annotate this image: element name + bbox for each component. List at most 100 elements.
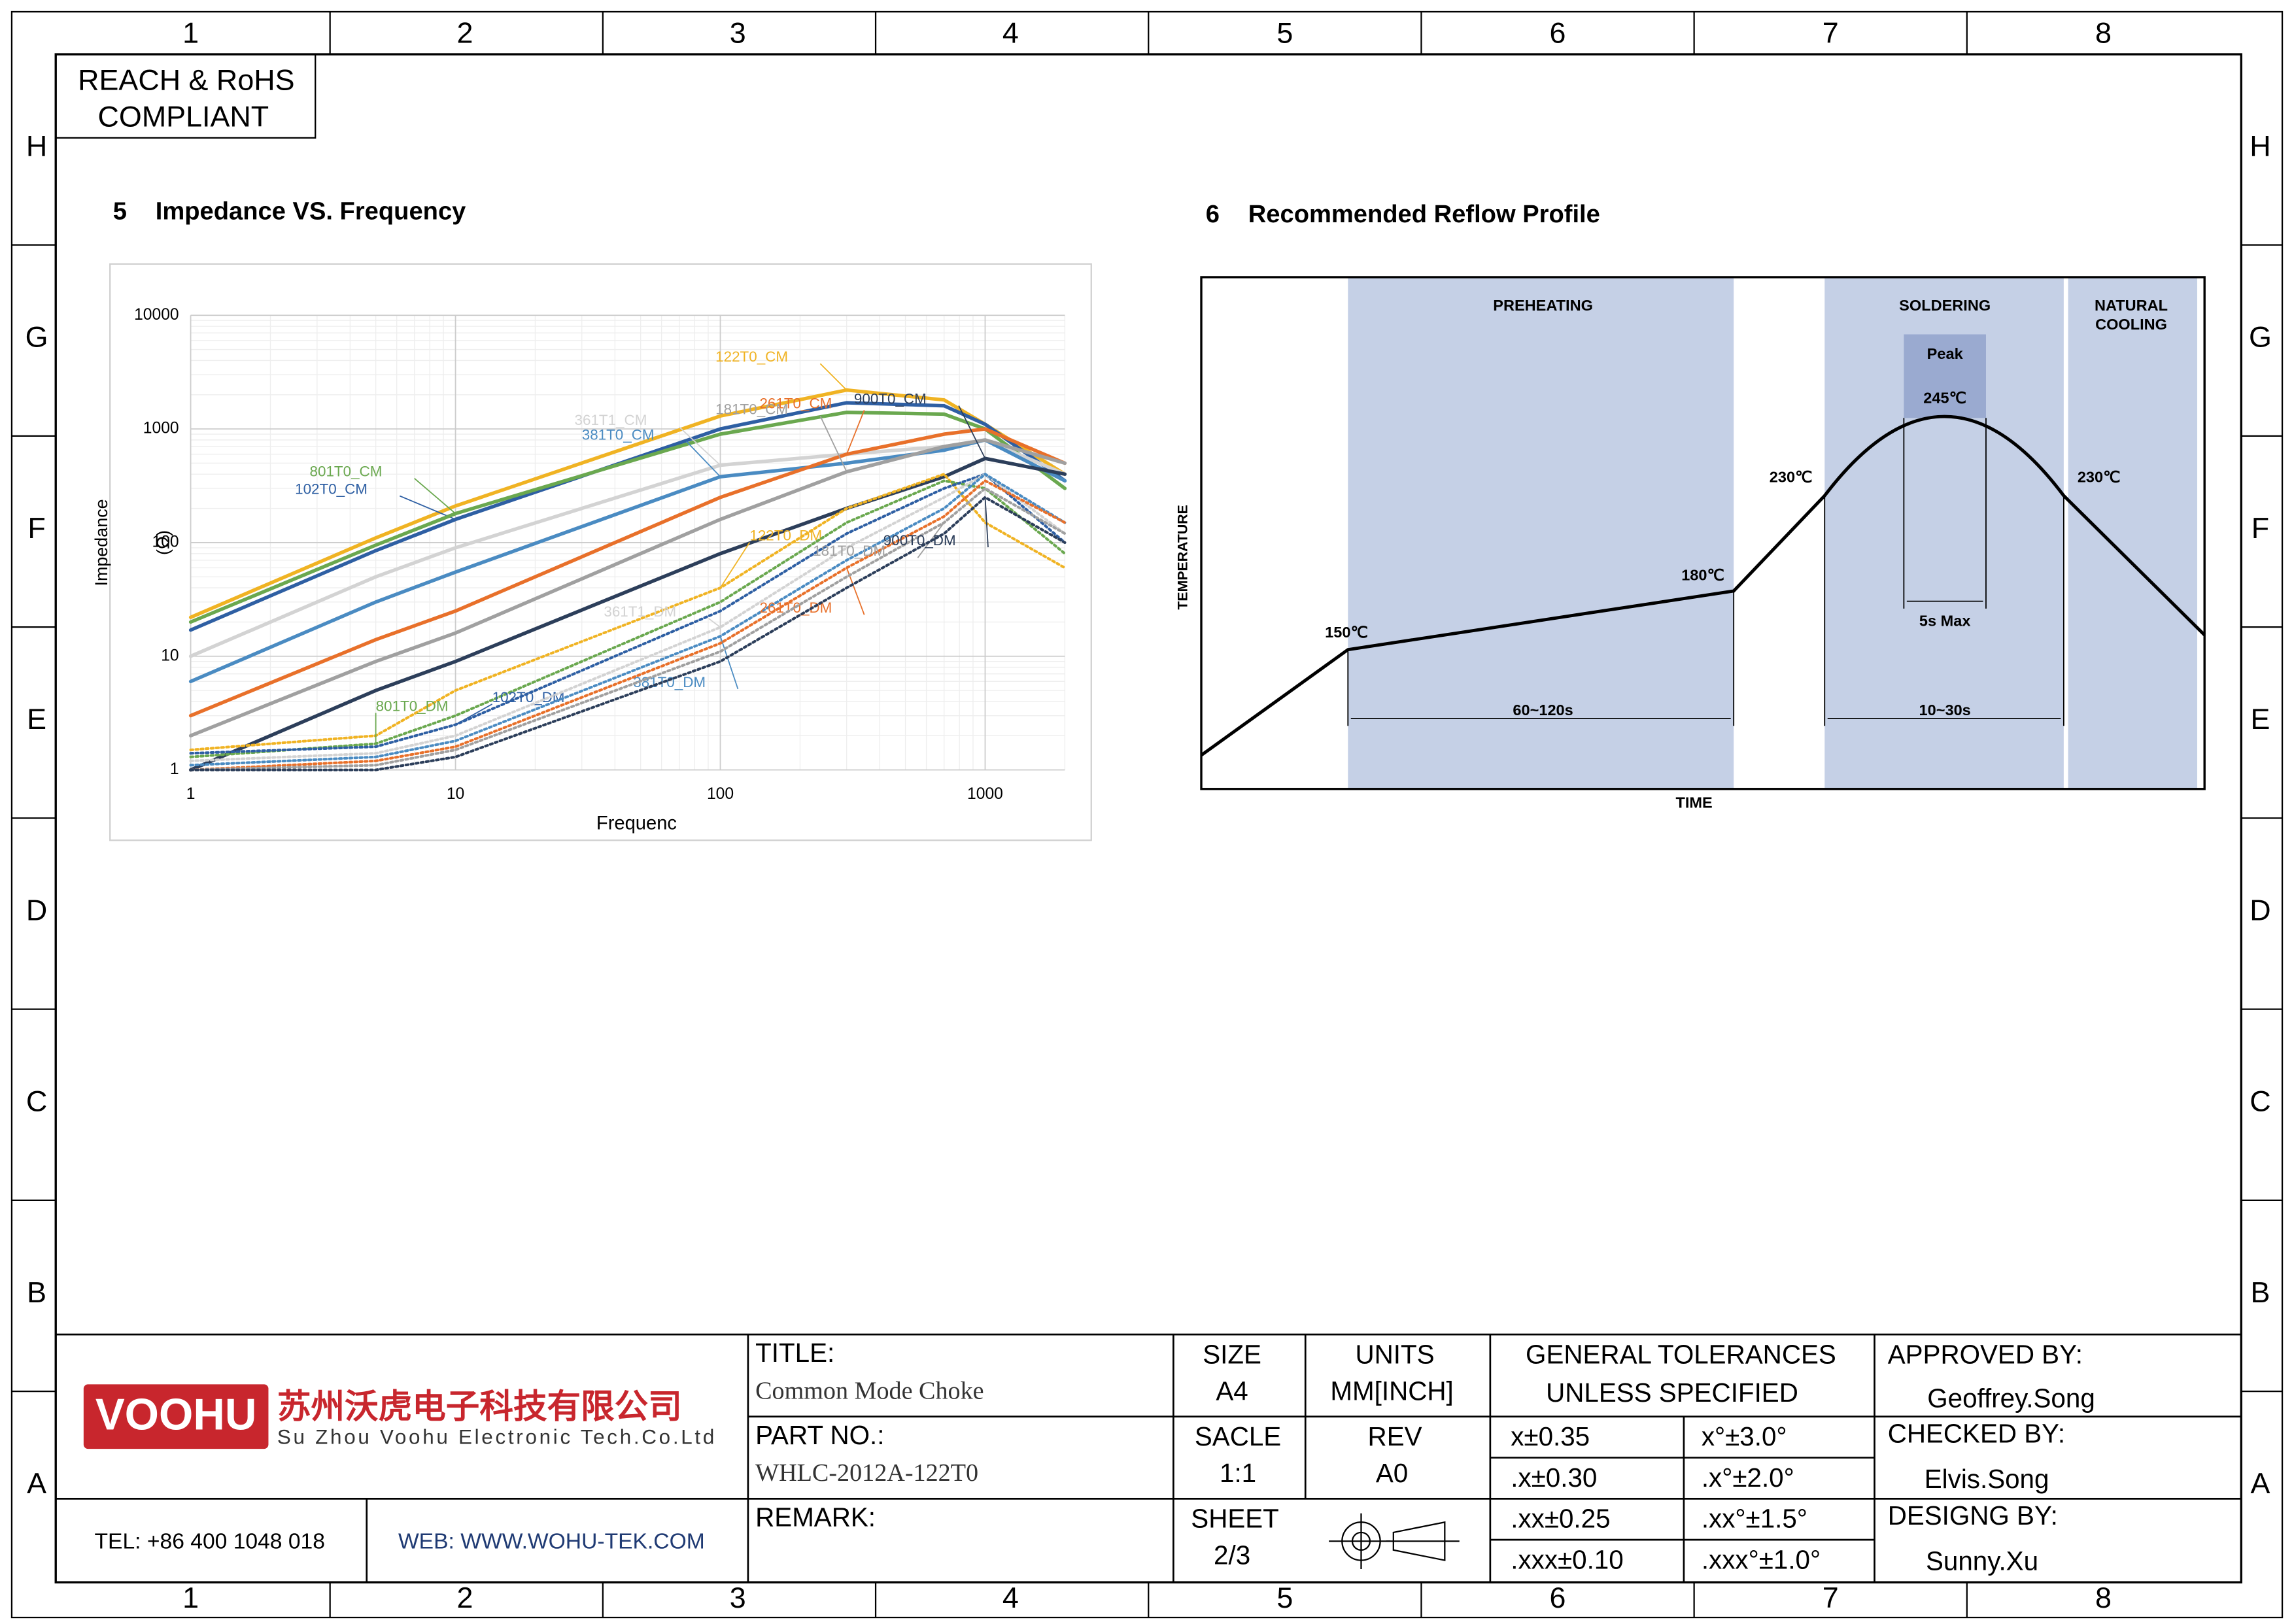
field-label: REMARK:: [755, 1502, 876, 1532]
label-leader: [679, 426, 721, 466]
time-label: 5s Max: [1919, 612, 1971, 629]
label-leader: [958, 405, 986, 459]
temp-label: 180℃: [1681, 567, 1724, 584]
series-line: [189, 479, 1067, 771]
series-label: 900T0_DM: [883, 532, 956, 549]
diagram-frame: [1200, 276, 2206, 790]
row-ref: D: [2250, 893, 2270, 926]
series-label: 801T0_CM: [310, 464, 383, 480]
logo-badge: [83, 1384, 269, 1449]
row-ref: B: [27, 1276, 46, 1309]
field-label: PART NO.:: [755, 1420, 884, 1450]
temp-label: 230℃: [2078, 468, 2121, 485]
preheat-zone: [1348, 277, 1734, 789]
field-label: GENERAL TOLERANCES: [1526, 1339, 1836, 1369]
row-ref: G: [26, 320, 48, 354]
section-title: Recommended Reflow Profile: [1248, 200, 1600, 228]
row-ref: A: [2250, 1466, 2270, 1500]
label-leader: [708, 618, 721, 628]
series-label: 181T0_DM: [813, 543, 885, 559]
tolerance-value: .xx±0.25: [1511, 1504, 1610, 1534]
y-tick-label: 1000: [143, 420, 179, 437]
row-ref: D: [26, 893, 47, 926]
tolerance-value: x°±3.0°: [1702, 1421, 1787, 1451]
tolerance-value: x±0.35: [1511, 1421, 1590, 1451]
time-label: 60~120s: [1513, 702, 1573, 719]
y-tick-label: 100: [152, 533, 179, 550]
zone-label: COOLING: [2095, 316, 2167, 333]
column-ref: 5: [1276, 1581, 1293, 1614]
series-label: 361T1_CM: [575, 412, 647, 428]
temp-label: 150℃: [1325, 624, 1368, 641]
label-leader: [719, 635, 739, 690]
series-label: 122T0_CM: [715, 348, 788, 365]
label-leader: [819, 363, 847, 391]
section-number: 6: [1206, 200, 1220, 228]
series-label: 102T0_CM: [295, 481, 368, 498]
column-ref: 6: [1550, 16, 1566, 50]
web: WEB: WWW.WOHU-TEK.COM: [398, 1530, 705, 1554]
field-value: MM[INCH]: [1330, 1376, 1453, 1406]
field-value: 2/3: [1214, 1540, 1250, 1570]
row-ref: E: [27, 702, 46, 736]
projection-symbol: [1329, 1513, 1460, 1570]
column-ref: 2: [457, 1581, 473, 1614]
zone-label: PREHEATING: [1493, 297, 1593, 314]
field-value: A4: [1216, 1376, 1248, 1406]
row-ref: F: [27, 511, 45, 545]
series-label: 122T0_DM: [749, 528, 822, 544]
row-ref: E: [2250, 702, 2270, 736]
column-ref: 4: [1002, 1581, 1019, 1614]
company-en: Su Zhou Voohu Electronic Tech.Co.Ltd: [277, 1426, 714, 1449]
zone-label: SOLDERING: [1899, 297, 1991, 314]
series-label: 900T0_CM: [854, 390, 927, 407]
row-ref: H: [26, 129, 47, 162]
row-ref: B: [2250, 1276, 2270, 1309]
series-line: [188, 456, 1067, 772]
series-line: [189, 472, 1067, 767]
column-ref: 1: [182, 16, 199, 50]
field-value: A0: [1376, 1458, 1408, 1488]
tolerance-table: x±0.35 x°±3.0° .x±0.30 .x°±2.0° .xx±0.25 .xx°…: [1511, 1421, 1821, 1574]
column-ref: 3: [730, 1581, 746, 1614]
x-axis-label: TIME: [1676, 794, 1713, 811]
label-leader: [414, 478, 456, 515]
row-ref: C: [2250, 1085, 2270, 1118]
column-ref: 7: [1823, 16, 1839, 50]
company-cn: 苏州沃虎电子科技有限公司: [277, 1387, 682, 1425]
column-ref: 8: [2095, 1581, 2112, 1614]
field-label: DESIGNG BY:: [1888, 1500, 2058, 1531]
series-line: [189, 496, 1067, 771]
compliance-text: REACH & RoHS: [78, 63, 294, 96]
column-ref: 5: [1276, 16, 1293, 50]
field-value: Sunny.Xu: [1926, 1546, 2038, 1576]
column-ref: 8: [2095, 16, 2112, 50]
y-axis-label: (Ω): [153, 530, 173, 555]
temp-label: 230℃: [1770, 468, 1813, 485]
series-line: [189, 472, 1067, 762]
field-label: UNLESS SPECIFIED: [1546, 1378, 1798, 1408]
column-ref: 4: [1002, 16, 1019, 50]
label-leader: [984, 497, 989, 548]
field-label: TITLE:: [755, 1338, 834, 1368]
field-label: APPROVED BY:: [1888, 1339, 2083, 1369]
x-tick-label: 10: [447, 785, 464, 803]
label-leader: [819, 415, 847, 472]
label-leader: [846, 410, 865, 455]
series-line: [188, 438, 1067, 737]
section-number: 5: [113, 197, 127, 225]
time-label: 10~30s: [1919, 702, 1971, 719]
row-ref: C: [26, 1085, 47, 1118]
field-value: Geoffrey.Song: [1927, 1383, 2095, 1413]
reflow-diagram: PREHEATING SOLDERING NATURAL COOLING Pea…: [1175, 276, 2206, 811]
series-label: 361T1_DM: [604, 603, 676, 620]
field-label: CHECKED BY:: [1888, 1419, 2065, 1449]
row-ref: A: [27, 1466, 46, 1500]
zone-label: NATURAL: [2095, 297, 2168, 314]
field-value: Elvis.Song: [1925, 1464, 2049, 1494]
series-label: 261T0_CM: [759, 395, 832, 411]
cooling-zone: [2068, 277, 2197, 789]
logo-text: VOOHU: [95, 1391, 257, 1440]
row-ref: F: [2251, 511, 2269, 545]
field-label: SIZE: [1203, 1339, 1261, 1369]
